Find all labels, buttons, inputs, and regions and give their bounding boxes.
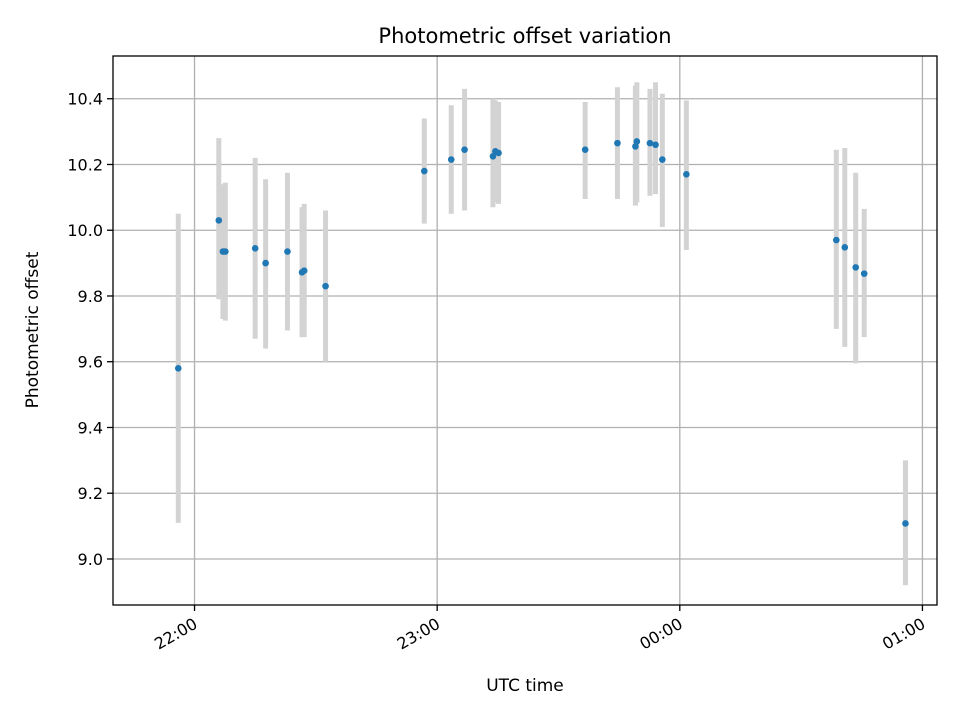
- data-point: [461, 146, 468, 153]
- data-point: [581, 146, 589, 153]
- y-axis-ticks: 9.0 9.2 9.4 9.6 9.8 10.0 10.2 10.4: [67, 90, 113, 569]
- data-point: [652, 141, 659, 149]
- data-point: [860, 270, 868, 277]
- data-point: [495, 149, 502, 157]
- data-point: [215, 217, 223, 224]
- data-point: [633, 138, 641, 145]
- y-tick-label: 9.8: [78, 287, 103, 306]
- data-point: [447, 156, 455, 163]
- y-tick-label: 10.0: [67, 221, 103, 240]
- data-point: [833, 236, 840, 244]
- data-point: [284, 248, 291, 255]
- data-point: [841, 244, 849, 251]
- data-point: [646, 139, 654, 147]
- y-tick-label: 9.0: [78, 550, 103, 569]
- y-tick-label: 10.4: [67, 90, 103, 109]
- grid: [113, 56, 937, 605]
- data-point: [222, 248, 229, 255]
- y-tick-label: 9.4: [78, 418, 103, 437]
- y-tick-label: 10.2: [67, 155, 103, 174]
- plot-frame: [112, 55, 938, 606]
- data-point: [489, 152, 497, 160]
- data-point: [174, 365, 182, 372]
- data-point: [262, 259, 269, 267]
- data-points: [174, 138, 909, 527]
- data-point: [614, 139, 621, 147]
- data-point: [852, 264, 860, 271]
- y-tick-label: 9.2: [78, 484, 103, 503]
- data-point: [683, 171, 690, 178]
- x-axis-label: UTC time: [486, 676, 564, 696]
- data-point: [659, 156, 666, 163]
- data-point: [322, 282, 329, 290]
- data-point: [251, 245, 259, 252]
- y-axis-label: Photometric offset: [23, 251, 43, 408]
- chart-title: Photometric offset variation: [378, 24, 671, 48]
- data-point: [421, 167, 428, 175]
- data-point: [902, 520, 909, 527]
- y-tick-label: 9.6: [78, 353, 103, 372]
- data-point: [300, 267, 308, 274]
